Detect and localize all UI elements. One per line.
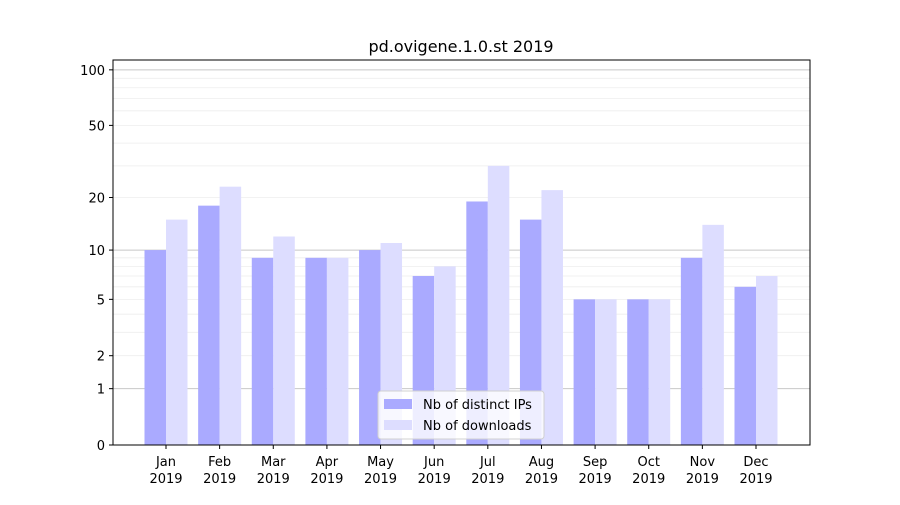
bar-distinct-ips xyxy=(251,257,274,445)
bar-distinct-ips xyxy=(144,250,166,445)
x-tick-label: 2019 xyxy=(310,472,343,487)
bar-downloads xyxy=(326,257,349,445)
x-tick-label: May xyxy=(367,455,394,470)
y-tick-label: 10 xyxy=(88,244,105,259)
x-tick-label: Mar xyxy=(261,455,286,470)
x-tick-label: Feb xyxy=(208,455,231,470)
bar-downloads xyxy=(756,275,778,445)
x-tick-label: 2019 xyxy=(579,472,612,487)
bar-downloads xyxy=(219,186,242,446)
bar-distinct-ips xyxy=(198,205,220,445)
x-tick-label: Aug xyxy=(529,455,554,470)
bar-downloads xyxy=(541,190,563,445)
bar-downloads xyxy=(595,299,617,445)
x-tick-label: 2019 xyxy=(739,472,772,487)
bar-distinct-ips xyxy=(359,250,381,445)
axes-frame xyxy=(112,59,811,446)
y-tick-label: 50 xyxy=(88,119,105,134)
y-tick-label: 100 xyxy=(80,64,105,79)
bar-downloads xyxy=(273,236,295,445)
legend-swatch xyxy=(384,420,412,430)
bar-distinct-ips xyxy=(627,299,649,445)
x-tick-label: Jan xyxy=(155,455,176,470)
x-tick-label: 2019 xyxy=(418,472,451,487)
bar-downloads xyxy=(648,299,671,445)
bar-downloads xyxy=(166,219,188,445)
y-tick-label: 0 xyxy=(97,439,105,454)
x-tick-label: Jul xyxy=(479,455,496,470)
legend-label: Nb of downloads xyxy=(423,419,532,434)
y-tick-label: 2 xyxy=(97,350,105,365)
bar-downloads xyxy=(487,165,510,445)
legend-swatch xyxy=(384,399,412,409)
x-tick-label: 2019 xyxy=(257,472,290,487)
y-tick-label: 5 xyxy=(97,293,105,308)
bar-distinct-ips xyxy=(573,299,596,445)
y-tick-label: 1 xyxy=(97,383,105,398)
legend-label: Nb of distinct IPs xyxy=(423,398,532,413)
x-tick-label: 2019 xyxy=(686,472,719,487)
bar-distinct-ips xyxy=(680,257,703,445)
x-tick-label: Apr xyxy=(316,455,339,470)
x-tick-label: Oct xyxy=(637,455,659,470)
bar-distinct-ips xyxy=(519,219,542,445)
y-tick-label: 20 xyxy=(88,192,105,207)
bar-distinct-ips xyxy=(305,257,327,445)
x-tick-label: 2019 xyxy=(149,472,182,487)
x-tick-label: 2019 xyxy=(471,472,504,487)
bar-downloads xyxy=(702,224,724,445)
x-tick-label: Jun xyxy=(423,455,444,470)
x-tick-label: 2019 xyxy=(632,472,665,487)
legend-box xyxy=(377,390,545,440)
chart-title: pd.ovigene.1.0.st 2019 xyxy=(368,37,553,56)
bar-distinct-ips xyxy=(466,201,488,445)
x-tick-label: Dec xyxy=(743,455,768,470)
bar-distinct-ips xyxy=(734,286,756,445)
x-tick-label: 2019 xyxy=(525,472,558,487)
x-tick-label: 2019 xyxy=(364,472,397,487)
x-tick-label: 2019 xyxy=(203,472,236,487)
x-tick-label: Sep xyxy=(583,455,608,470)
x-tick-label: Nov xyxy=(690,455,716,470)
